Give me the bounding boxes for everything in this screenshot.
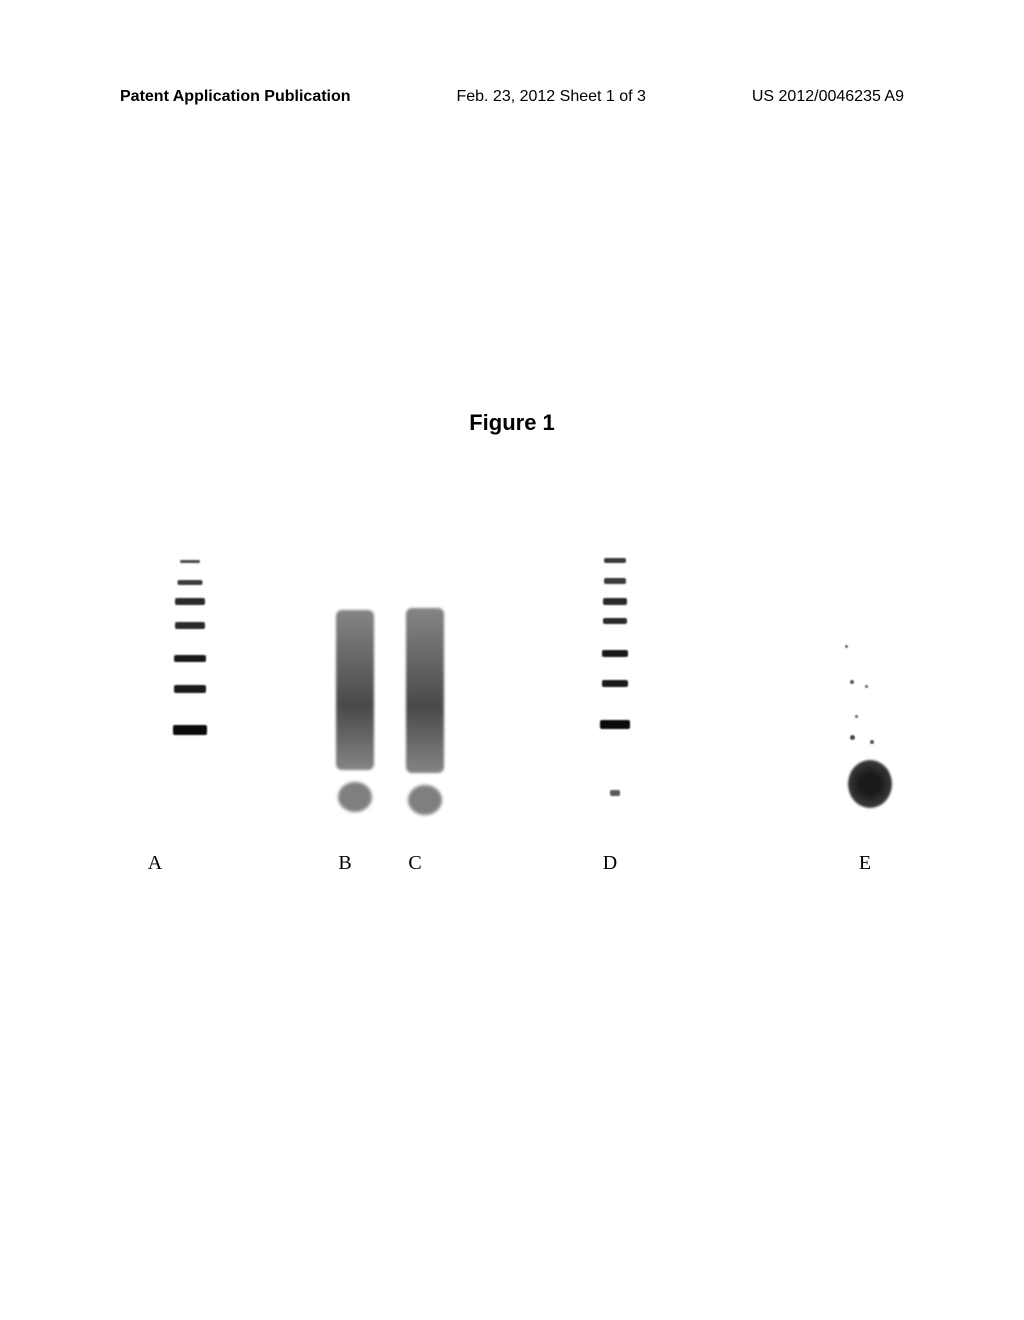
gel-lane-c — [400, 550, 450, 830]
lane-label-d: D — [603, 852, 617, 875]
gel-lane-a — [160, 550, 220, 830]
header-date-sheet: Feb. 23, 2012 Sheet 1 of 3 — [456, 88, 645, 106]
marker-band — [173, 725, 207, 735]
gel-lane-d — [595, 550, 635, 830]
speckle — [850, 680, 854, 684]
marker-band — [604, 578, 626, 584]
gel-blob — [848, 760, 892, 808]
marker-band — [178, 580, 203, 585]
marker-band — [174, 685, 206, 693]
header-publication-type: Patent Application Publication — [120, 88, 351, 106]
gel-smear — [406, 608, 444, 773]
lane-label-b: B — [338, 852, 351, 875]
marker-band — [180, 560, 200, 563]
marker-band — [603, 598, 627, 605]
figure-title: Figure 1 — [469, 410, 555, 436]
marker-band — [604, 558, 626, 563]
gel-lane-b — [330, 550, 380, 830]
page-header: Patent Application Publication Feb. 23, … — [0, 88, 1024, 106]
marker-band — [610, 790, 620, 796]
speckle — [870, 740, 874, 744]
marker-band — [174, 655, 206, 662]
gel-blob — [338, 782, 372, 812]
marker-band — [175, 622, 205, 629]
speckle — [855, 715, 858, 718]
figure-panel: A B C D E — [120, 490, 944, 830]
speckle — [845, 645, 848, 648]
header-patent-number: US 2012/0046235 A9 — [752, 88, 904, 106]
speckle — [850, 735, 855, 740]
gel-blob — [408, 785, 442, 815]
speckle — [865, 685, 868, 688]
marker-band — [602, 650, 628, 657]
marker-band — [603, 618, 627, 624]
marker-band — [600, 720, 630, 729]
marker-band — [175, 598, 205, 605]
lane-label-c: C — [408, 852, 421, 875]
gel-lane-e — [845, 550, 895, 830]
lane-label-a: A — [148, 852, 162, 875]
marker-band — [602, 680, 628, 687]
gel-smear — [336, 610, 374, 770]
lane-label-e: E — [859, 852, 871, 875]
